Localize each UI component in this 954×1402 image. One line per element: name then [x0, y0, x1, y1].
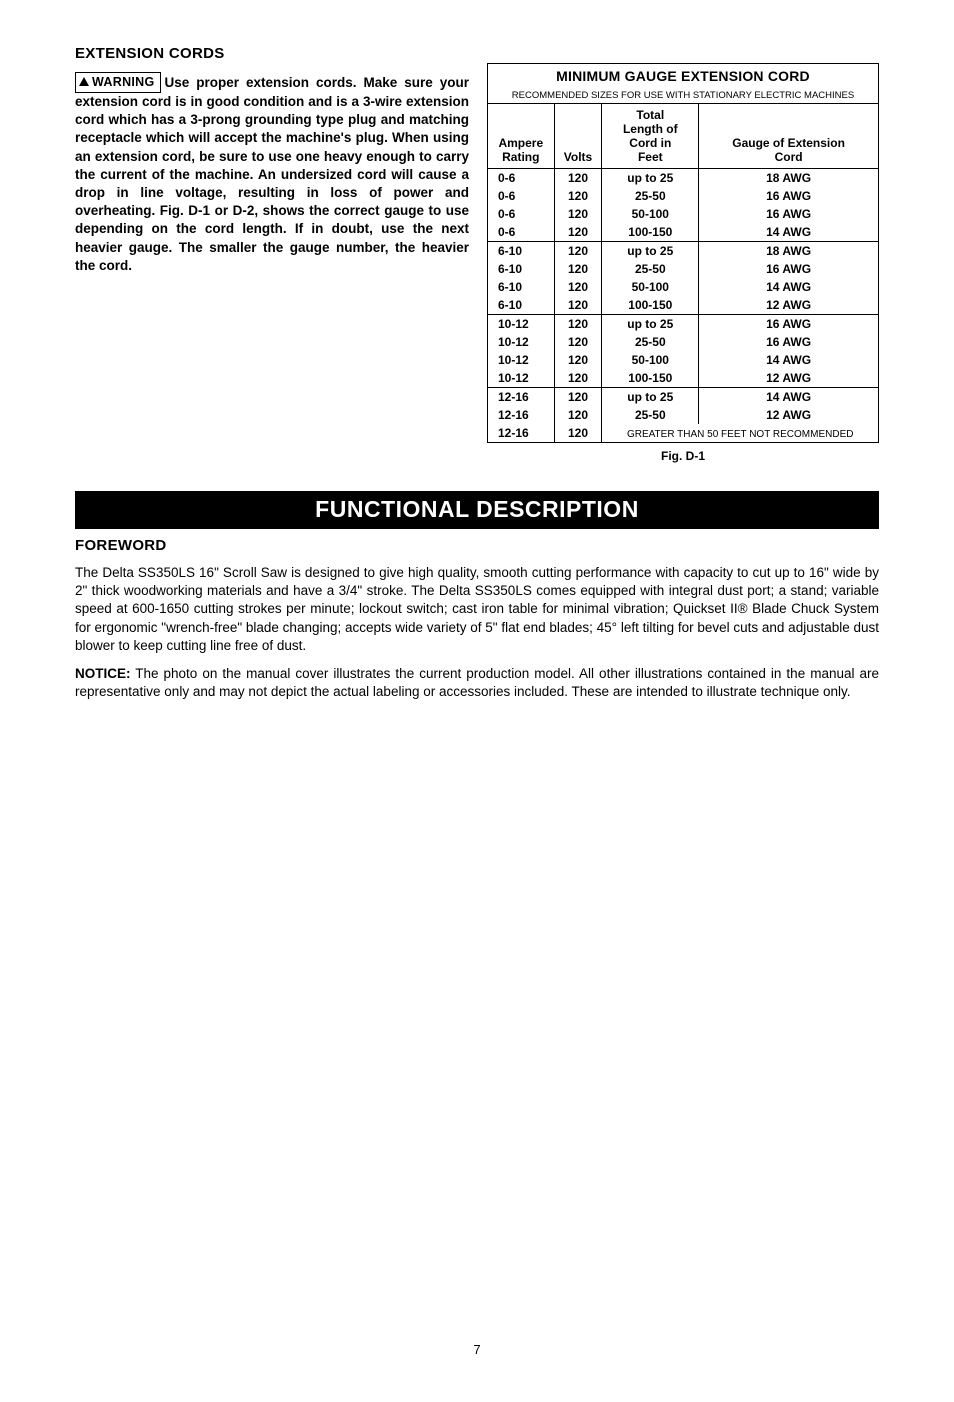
table-title: MINIMUM GAUGE EXTENSION CORD	[488, 64, 879, 89]
table-row: 6-1012050-10014 AWG	[488, 278, 879, 296]
functional-description-banner: FUNCTIONAL DESCRIPTION	[75, 491, 879, 529]
table-row: 12-1612025-5012 AWG	[488, 406, 879, 424]
page-number: 7	[75, 1342, 879, 1357]
foreword-heading: FOREWORD	[75, 537, 879, 554]
col-ampere: AmpereRating	[488, 104, 555, 169]
col-length: TotalLength ofCord inFeet	[602, 104, 699, 169]
figure-caption: Fig. D-1	[487, 449, 879, 463]
notice-label: NOTICE:	[75, 666, 131, 681]
extension-cords-heading: EXTENSION CORDS	[75, 45, 469, 62]
table-subtitle: RECOMMENDED SIZES FOR USE WITH STATIONAR…	[488, 88, 879, 104]
table-row: 6-10120100-15012 AWG	[488, 296, 879, 315]
col-volts: Volts	[554, 104, 602, 169]
table-row: 10-12120up to 2516 AWG	[488, 315, 879, 334]
warning-text: Use proper extension cords. Make sure yo…	[75, 75, 469, 273]
foreword-paragraph: The Delta SS350LS 16" Scroll Saw is desi…	[75, 564, 879, 655]
warning-badge: WARNING	[75, 72, 161, 93]
table-row: 0-612025-5016 AWG	[488, 187, 879, 205]
table-row: 0-6120up to 2518 AWG	[488, 169, 879, 188]
warning-label: WARNING	[92, 74, 155, 91]
table-row: 6-10120up to 2518 AWG	[488, 242, 879, 261]
warning-triangle-icon	[79, 77, 89, 86]
notice-text: The photo on the manual cover illustrate…	[75, 666, 879, 699]
table-note-row: 12-16120GREATER THAN 50 FEET NOT RECOMME…	[488, 424, 879, 443]
table-row: 10-1212025-5016 AWG	[488, 333, 879, 351]
table-row: 10-1212050-10014 AWG	[488, 351, 879, 369]
table-row: 0-6120100-15014 AWG	[488, 223, 879, 242]
table-header-row: AmpereRating Volts TotalLength ofCord in…	[488, 104, 879, 169]
warning-paragraph: WARNING Use proper extension cords. Make…	[75, 72, 469, 275]
table-row: 10-12120100-15012 AWG	[488, 369, 879, 388]
table-row: 12-16120up to 2514 AWG	[488, 388, 879, 407]
notice-paragraph: NOTICE: The photo on the manual cover il…	[75, 665, 879, 701]
gauge-table: MINIMUM GAUGE EXTENSION CORD RECOMMENDED…	[487, 63, 879, 443]
table-row: 6-1012025-5016 AWG	[488, 260, 879, 278]
col-gauge: Gauge of ExtensionCord	[699, 104, 879, 169]
table-row: 0-612050-10016 AWG	[488, 205, 879, 223]
